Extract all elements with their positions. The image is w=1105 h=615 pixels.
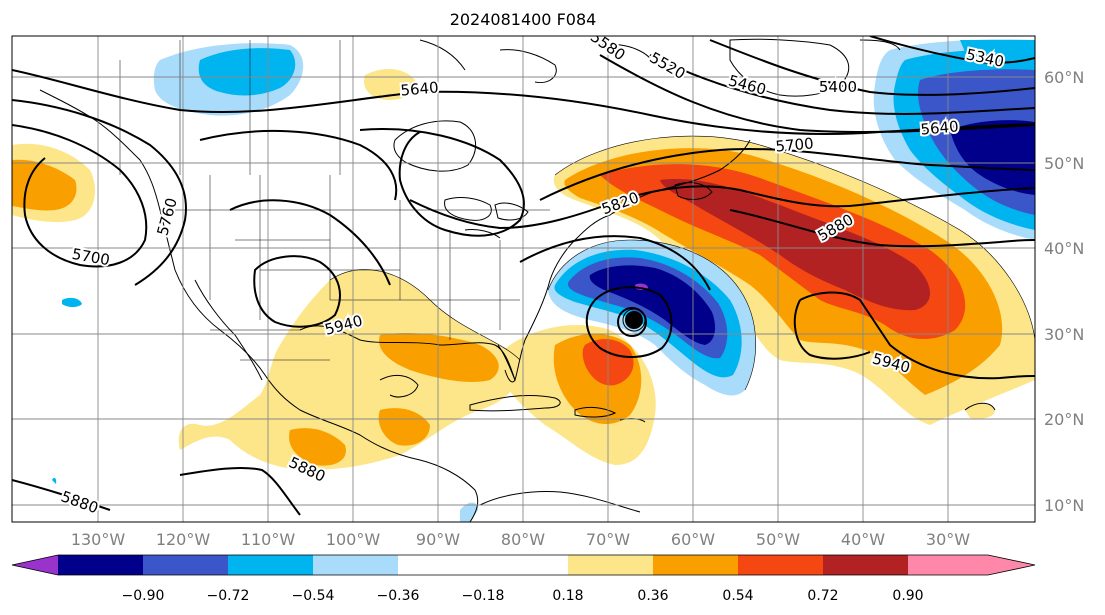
lon-label-120w: 120°W [156,530,211,549]
colorbar-tick: −0.54 [292,588,335,604]
colorbar-tick: 0.72 [807,588,838,604]
colorbar-under-triangle [12,555,58,575]
colorbar-segment-6 [483,555,568,575]
lon-label-130w: 130°W [71,530,126,549]
storm-center-ring [622,308,646,332]
colorbar-tick: −0.72 [207,588,250,604]
storm-center-marker [625,311,643,329]
lon-label-30w: 30°W [926,530,970,549]
lon-label-90w: 90°W [416,530,460,549]
colorbar-tick: 0.90 [892,588,923,604]
political-borders [119,40,550,361]
map-frame [11,35,1036,523]
colorbar-segment-5 [398,555,483,575]
colorbar-tick: 0.18 [552,588,583,604]
colorbar-segment-10 [823,555,908,575]
longitude-labels: 130°W 120°W 110°W 100°W 90°W 80°W 70°W 6… [71,530,970,549]
lon-label-60w: 60°W [671,530,715,549]
colorbar-over-triangle [988,555,1035,575]
colorbar-segment-11 [908,555,988,575]
lon-label-50w: 50°W [756,530,800,549]
map-area: 5340 5400 5460 5520 5580 5640 5640 5700 … [12,36,1035,522]
height-contours [12,36,1035,516]
coastlines [39,38,996,522]
map-title: 2024081400 F084 [450,10,597,29]
lon-label-100w: 100°W [326,530,381,549]
colorbar-tick: −0.36 [377,588,420,604]
colorbar-segment-4 [313,555,398,575]
lat-label-20n: 20°N [1044,410,1084,429]
lat-label-50n: 50°N [1044,154,1084,173]
latitude-labels: 10°N 20°N 30°N 40°N 50°N 60°N [1044,68,1084,515]
colorbar-tick: 0.54 [722,588,753,604]
negative-anomaly-shading [52,39,1035,522]
lat-label-60n: 60°N [1044,68,1084,87]
contour-label: 5700 [775,134,815,155]
lat-label-40n: 40°N [1044,239,1084,258]
lat-label-30n: 30°N [1044,325,1084,344]
colorbar-segment-1 [58,555,143,575]
colorbar-segment-8 [653,555,738,575]
colorbar-tick: −0.90 [122,588,165,604]
colorbar-tick: 0.36 [637,588,668,604]
colorbar [11,554,1036,576]
colorbar-segment-3 [228,555,313,575]
graticule [12,36,1035,522]
lat-label-10n: 10°N [1044,496,1084,515]
colorbar-segment-9 [738,555,823,575]
lon-label-40w: 40°W [841,530,885,549]
lon-label-80w: 80°W [501,530,545,549]
colorbar-tick: −0.18 [462,588,505,604]
contour-label: 5640 [400,78,440,99]
colorbar-segment-7 [568,555,653,575]
lon-label-110w: 110°W [241,530,296,549]
colorbar-segment-2 [143,555,228,575]
lon-label-70w: 70°W [586,530,630,549]
contour-label: 5400 [819,78,857,96]
positive-anomaly-shading [12,68,1035,470]
colorbar-tick-labels: −0.90 −0.72 −0.54 −0.36 −0.18 0.18 0.36 … [122,588,924,604]
contour-label: 5640 [920,117,960,138]
